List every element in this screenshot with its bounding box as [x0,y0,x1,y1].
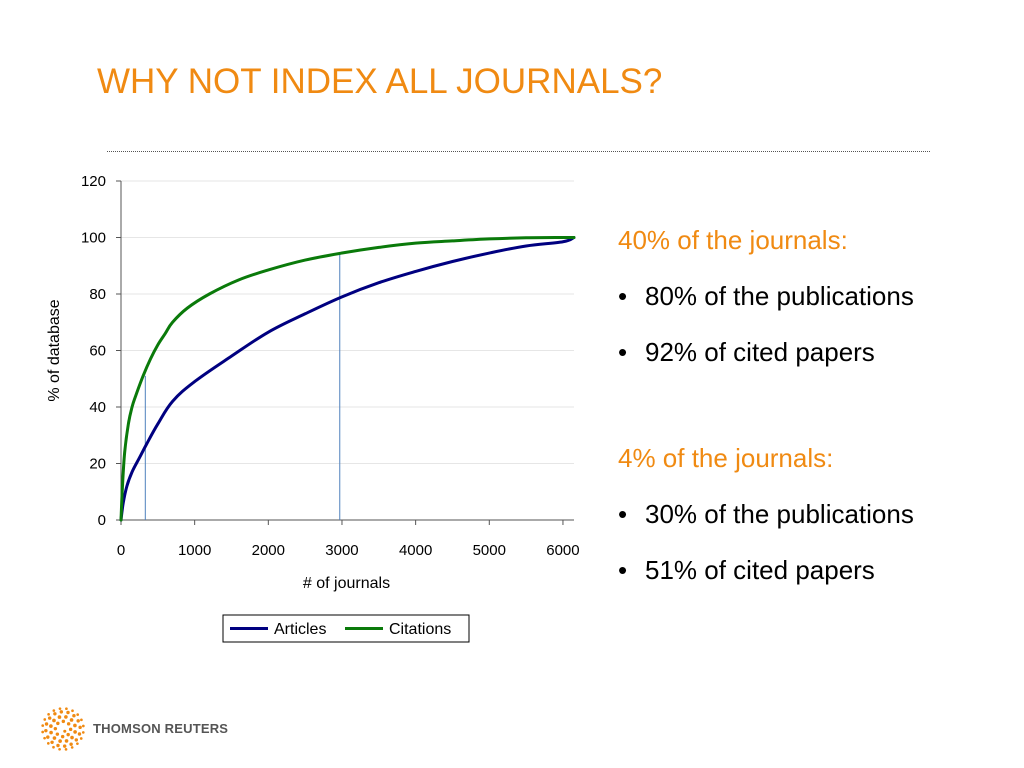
logo-dot [78,725,82,730]
y-tick-label: 20 [89,456,106,473]
logo-dot [53,726,58,731]
logo-dot [73,723,77,728]
logo-dot [64,739,69,743]
bullet-marker: • [618,337,628,367]
logo-dot [65,707,68,711]
series-line-citations [119,235,576,522]
group2-bullet-1-text: 30% of the publications [645,499,914,529]
group1-bullet-1: • 80% of the publications [618,278,1018,314]
logo-dot [64,715,68,719]
logo-dot [70,746,74,749]
logo-dot [61,719,66,724]
group2-bullet-2-text: 51% of cited papers [645,555,875,585]
y-tick-label: 80 [89,286,106,303]
group2-bullet-1: • 30% of the publications [618,496,1018,532]
logo-dot [55,732,60,736]
logo-dot [82,724,85,728]
y-tick-label: 40 [89,399,106,416]
logo-dot [76,742,79,746]
logo-dot [47,712,50,716]
logo-dot [63,729,67,733]
logo-dot [49,730,53,735]
logo-dot [77,732,82,736]
logo-dot [46,742,50,745]
logo-dot [43,736,46,740]
logo-dot [76,713,80,716]
logo-dot [69,718,74,722]
logo-dot [79,737,83,740]
slide-title: WHY NOT INDEX ALL JOURNALS? [97,62,663,101]
y-tick-label: 100 [81,230,106,247]
logo-dot [62,744,67,748]
logo-dot [76,719,80,723]
group1-bullet-2-text: 92% of cited papers [645,337,875,367]
x-tick-label: 5000 [473,542,506,559]
title-divider [107,151,930,152]
logo-dot [66,722,71,726]
logo-dot [47,716,52,720]
x-tick-label: 6000 [546,542,579,559]
series-line-articles [119,236,576,522]
logo-dot [58,747,61,751]
logo-dot [58,739,62,743]
group1-bullet-1-text: 80% of the publications [645,281,914,311]
x-tick-label: 4000 [399,542,432,559]
logo-dot [60,734,65,739]
logo-dot [72,713,76,718]
logo-dot [70,735,74,740]
group2-bullet-2: • 51% of cited papers [618,552,1018,588]
x-tick-label: 1000 [178,542,211,559]
logo-dot [50,740,54,745]
x-tick-label: 3000 [325,542,358,559]
logo-dot [52,718,56,723]
logo-dot [81,731,85,734]
logo-dot [57,715,62,719]
logo-dot [68,727,73,732]
logo-dot [66,710,70,715]
y-tick-label: 60 [89,343,106,360]
legend-label-citations: Citations [389,621,451,638]
logo-dot [41,730,44,734]
bullet-marker: • [618,555,628,585]
x-axis-label: # of journals [303,575,390,592]
logo-dot [43,718,47,721]
logo-text: THOMSON REUTERS [93,721,229,736]
chart-legend: Articles Citations [222,614,470,643]
bullet-marker: • [618,281,628,311]
logo-dot [73,730,77,734]
logo-dot [56,743,60,748]
logo-dot [80,718,83,722]
logo-dot [53,712,57,716]
logo-dot [49,724,53,728]
legend-label-articles: Articles [274,621,326,638]
side-panel: 40% of the journals: • 80% of the publica… [618,222,1018,588]
group1-bullet-2: • 92% of cited papers [618,334,1018,370]
group1-heading: 40% of the journals: [618,225,848,255]
logo-dot [52,745,55,749]
logo-dot [58,707,62,710]
logo-dot [46,735,50,739]
logo-dot [44,722,49,726]
logo-dot [52,736,57,740]
y-axis-label: % of database [46,299,63,401]
x-tick-label: 2000 [252,542,285,559]
logo-dot [52,709,56,712]
thomson-reuters-logo-icon [41,707,85,751]
y-tick-label: 0 [98,512,106,529]
logo-dot [74,738,79,742]
y-tick-label: 120 [81,173,106,190]
logo-dot [41,724,45,727]
logo-dot [59,710,64,714]
logo-dot [66,732,70,737]
group2-heading: 4% of the journals: [618,443,834,473]
bullet-marker: • [618,499,628,529]
x-tick-label: 0 [117,542,125,559]
logo-dot [64,748,68,751]
journal-coverage-chart: 0 20 40 60 80 100 120 0 1000 2000 3000 4000 5000 6000… [46,173,580,643]
logo-dot [44,728,48,733]
logo-dot [69,742,73,746]
logo-dot [56,721,60,726]
logo-dot [71,709,74,713]
